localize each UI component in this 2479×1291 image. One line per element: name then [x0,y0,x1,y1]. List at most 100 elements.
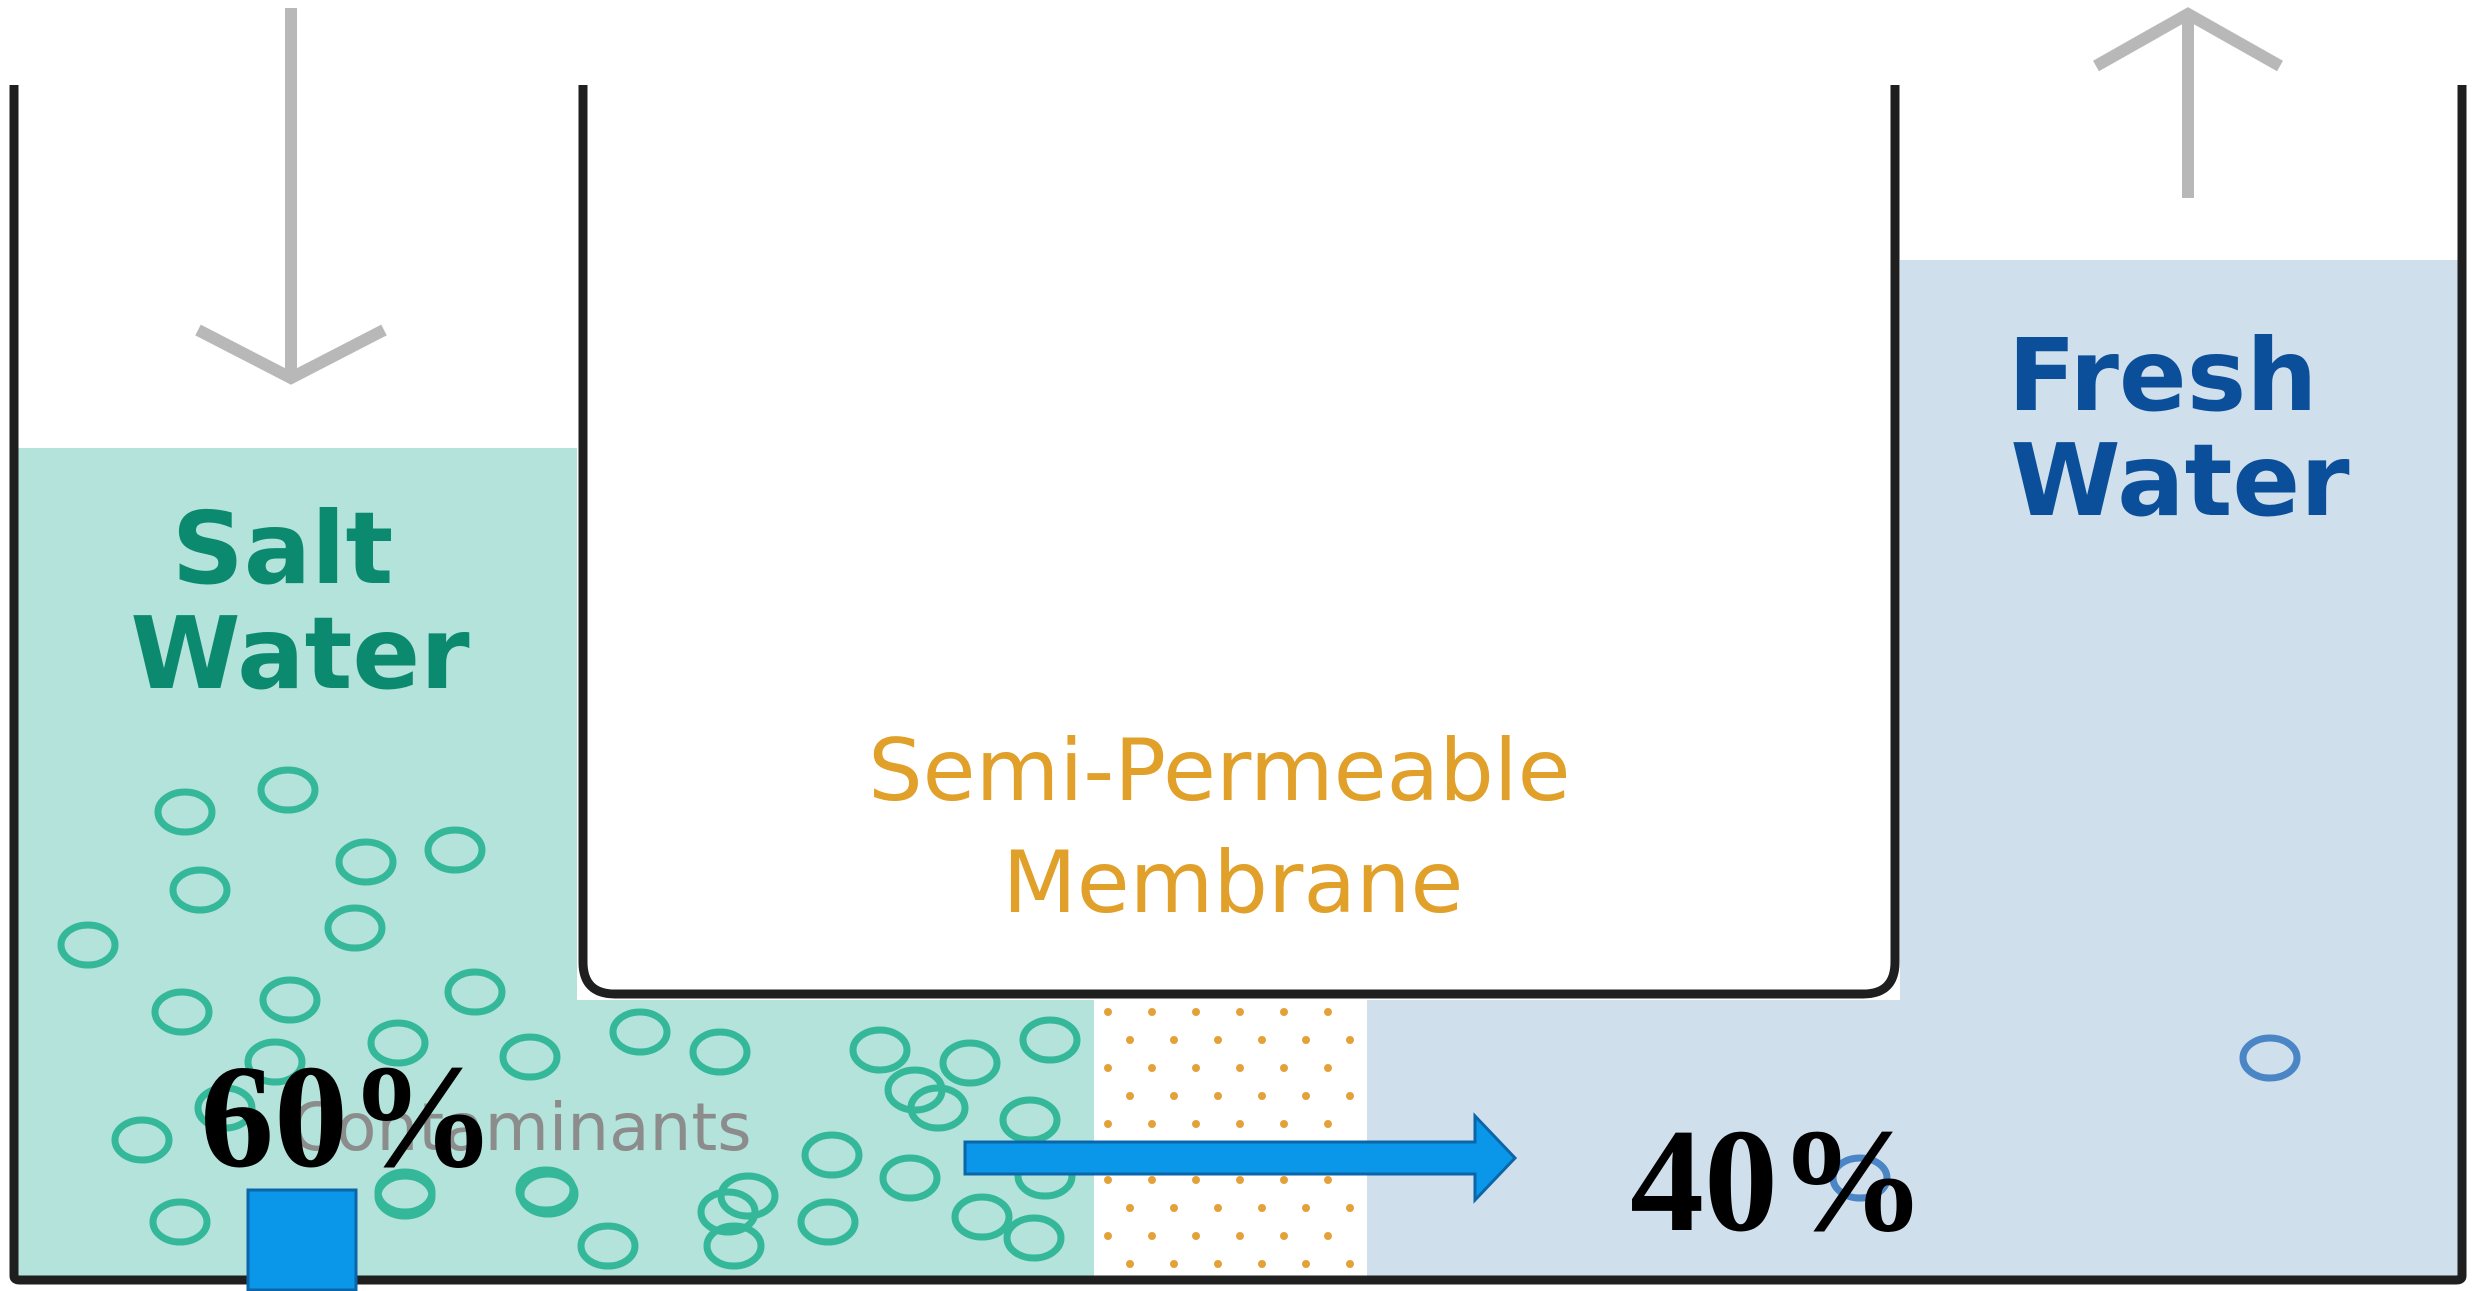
salt-water-label-line-1: Salt [172,490,394,607]
contaminant-ring [951,1193,1013,1241]
contaminant-ring [259,976,321,1024]
membrane-pore [1148,1176,1156,1184]
contaminant-ring [801,1131,863,1179]
membrane-pore [1126,1204,1134,1212]
inner-chamber-outline [578,85,1900,999]
up-arrow-icon [2093,7,2283,198]
membrane-pore [1170,1036,1178,1044]
membrane-pore [1302,1204,1310,1212]
contaminant-ring [444,968,506,1016]
contaminant-ring [367,1019,429,1067]
contaminant-ring [577,1222,639,1270]
membrane-pore [1324,1176,1332,1184]
contaminant-ring [703,1222,765,1270]
down-arrow-icon [195,8,387,385]
membrane-pore [1214,1036,1222,1044]
salt-water-label-line-2: Water [130,595,470,712]
membrane-pore [1258,1092,1266,1100]
left-percent-label: 60% [200,1035,496,1199]
membrane-pore [1126,1036,1134,1044]
right-percent-label: 40% [1630,1099,1926,1263]
membrane-pore [1236,1064,1244,1072]
membrane-pore [1346,1260,1354,1268]
contaminant-ring [257,766,319,814]
contaminant-ring [1019,1016,1081,1064]
membrane-pore [1236,1120,1244,1128]
contaminant-ring [939,1039,1001,1087]
membrane-pore [1302,1260,1310,1268]
contaminant-ring [111,1116,173,1164]
fresh-water-region [1900,260,2459,1276]
membrane-pore [1280,1120,1288,1128]
membrane-pore [1346,1092,1354,1100]
membrane-pore [1214,1092,1222,1100]
membrane-pore [1346,1204,1354,1212]
contaminant-ring [374,1168,436,1216]
square-marker-icon [246,1188,358,1291]
membrane-pore [1170,1204,1178,1212]
membrane-pore [1192,1176,1200,1184]
membrane-pore [1126,1092,1134,1100]
contaminant-ring [849,1026,911,1074]
contaminant-ring [1003,1214,1065,1262]
membrane-pore [1280,1008,1288,1016]
contaminant-ring [151,988,213,1036]
membrane-pore [1104,1064,1112,1072]
contaminant-ring [879,1154,941,1202]
fresh-water-label-line-1: Fresh [2008,317,2318,434]
contaminant-ring [907,1084,969,1132]
membrane-pore [1302,1092,1310,1100]
membrane-pore [1324,1232,1332,1240]
membrane-pore [1192,1232,1200,1240]
fresh-water-channel [1367,1000,1900,1276]
membrane-pore [1214,1204,1222,1212]
contaminant-ring [697,1188,759,1236]
semi-permeable-membrane [1094,1000,1367,1276]
salt-water-region [17,448,577,1276]
membrane-pore [1192,1120,1200,1128]
membrane-pore [1148,1232,1156,1240]
membrane-pore [1104,1120,1112,1128]
membrane-pore [1148,1008,1156,1016]
membrane-pore [1104,1176,1112,1184]
contaminant-ring [149,1198,211,1246]
contaminants-label: Contaminants [290,1089,752,1166]
membrane-pore [1104,1008,1112,1016]
membrane-pore [1346,1036,1354,1044]
membrane-pore [1258,1204,1266,1212]
salt-water-label: Salt Water [130,490,470,712]
membrane-pore [1280,1176,1288,1184]
membrane-pore [1302,1036,1310,1044]
contaminant-ring [797,1198,859,1246]
contaminant-ring [499,1033,561,1081]
membrane-pore [1258,1260,1266,1268]
membrane-pore [1170,1260,1178,1268]
contaminant-ring [517,1170,579,1218]
contaminant-ring [57,921,119,969]
membrane-pore [1236,1232,1244,1240]
contaminant-ring [169,866,231,914]
contaminant-ring [324,904,386,952]
membrane-pore [1280,1064,1288,1072]
tank-outline [9,85,2467,1285]
membrane-pore [1192,1064,1200,1072]
contaminant-ring [194,1084,256,1132]
membrane-pore [1280,1232,1288,1240]
fresh-water-ring [2239,1034,2301,1082]
membrane-label: Semi-Permeable Membrane [868,721,1598,933]
contaminant-ring [244,1038,306,1086]
membrane-pore [1148,1120,1156,1128]
contaminant-ring [689,1028,751,1076]
membrane-pore [1126,1260,1134,1268]
membrane-pore [1170,1092,1178,1100]
contaminant-ring [999,1096,1061,1144]
membrane-pore [1324,1120,1332,1128]
fresh-water-label: Fresh Water [2008,317,2353,539]
membrane-label-line-1: Semi-Permeable [868,721,1571,821]
membrane-pore [1214,1260,1222,1268]
membrane-pore [1324,1064,1332,1072]
membrane-pore [1258,1036,1266,1044]
membrane-pore [1148,1064,1156,1072]
membrane-pore [1192,1008,1200,1016]
